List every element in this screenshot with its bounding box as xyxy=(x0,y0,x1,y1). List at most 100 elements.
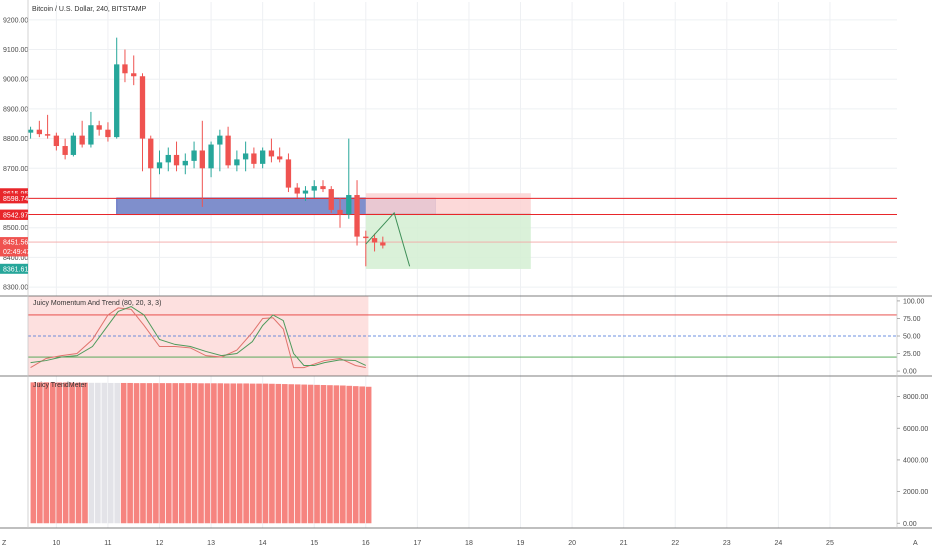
trendmeter-bar xyxy=(62,382,69,524)
trendmeter-bar xyxy=(333,385,340,524)
candle-body xyxy=(36,129,43,135)
candle-body xyxy=(294,187,300,194)
price-tag xyxy=(0,188,28,199)
price-tag-label: 8451.56 xyxy=(3,240,28,247)
trendmeter-pane[interactable] xyxy=(30,382,372,524)
x-tick-label: 18 xyxy=(465,540,473,547)
candle-body xyxy=(346,195,352,215)
trendmeter-bar xyxy=(127,382,133,524)
trendmeter-bar xyxy=(153,383,159,524)
trendmeter-bar xyxy=(340,385,346,524)
candle-body xyxy=(156,162,163,169)
candle-body xyxy=(173,154,180,166)
trendmeter-bar xyxy=(359,386,366,524)
candle-body xyxy=(44,134,51,136)
trendmeter-bar xyxy=(352,386,359,524)
trendmeter-bar xyxy=(133,383,140,524)
trendmeter-bar xyxy=(69,382,75,524)
trendmeter-bar xyxy=(165,383,172,524)
trendmeter-bar xyxy=(365,386,372,524)
candle-body xyxy=(242,153,249,160)
trendmeter-bar xyxy=(204,383,211,524)
price-tag xyxy=(0,209,28,220)
price-tag xyxy=(0,237,28,248)
momentum-tick-label: 75.00 xyxy=(903,316,921,323)
trendmeter-bar xyxy=(346,385,353,524)
trendmeter-tick-label: 0.00 xyxy=(903,521,917,528)
trendmeter-bar xyxy=(256,383,262,524)
trendmeter-bar xyxy=(269,383,275,524)
trendmeter-bar xyxy=(159,383,166,524)
price-tick-label: 8800.00 xyxy=(3,136,28,143)
trendmeter-bar xyxy=(30,382,37,524)
candle-body xyxy=(96,125,102,130)
candle-body xyxy=(354,195,360,237)
candle-body xyxy=(139,76,146,139)
price-tick-label: 8300.00 xyxy=(3,285,28,292)
trendmeter-bar xyxy=(223,383,230,524)
candle-body xyxy=(131,73,137,77)
momentum-tick-label: 100.00 xyxy=(903,298,925,305)
trendmeter-bar xyxy=(75,382,82,524)
candle-body xyxy=(371,238,378,243)
price-tick-label: 8700.00 xyxy=(3,166,28,173)
trendmeter-bar xyxy=(275,383,282,524)
candle-body xyxy=(259,150,266,164)
trendmeter-tick-label: 6000.00 xyxy=(903,426,928,433)
candle-body xyxy=(70,135,77,155)
trendmeter-bar xyxy=(230,383,237,524)
price-tag-label: 02:49:47 xyxy=(3,249,30,256)
candle-body xyxy=(328,189,334,210)
candle-body xyxy=(277,156,283,160)
x-tick-label: 25 xyxy=(826,540,834,547)
candle-body xyxy=(285,159,292,188)
trendmeter-bar xyxy=(172,383,179,524)
chart-title: Bitcoin / U.S. Dollar, 240, BITSTAMP xyxy=(32,6,147,13)
x-tick-label: 20 xyxy=(568,540,576,547)
x-tick-label: 10 xyxy=(52,540,60,547)
trendmeter-bar xyxy=(236,383,243,524)
price-tick-label: 8500.00 xyxy=(3,225,28,232)
trendmeter-bar xyxy=(107,382,114,524)
price-tick-label: 9200.00 xyxy=(3,17,28,24)
candle-body xyxy=(27,129,34,133)
trendmeter-bar xyxy=(178,383,185,524)
trendmeter-indicator-title: Juicy TrendMeter xyxy=(33,382,87,389)
momentum-pane[interactable] xyxy=(28,296,897,376)
trendmeter-bar xyxy=(49,382,56,524)
trendmeter-bar xyxy=(95,382,101,524)
trendmeter-bar xyxy=(288,384,295,524)
trendmeter-bar xyxy=(314,384,320,524)
momentum-line xyxy=(30,307,366,369)
candle-body xyxy=(234,159,240,166)
x-tick-label: 14 xyxy=(259,540,267,547)
trendmeter-bar xyxy=(281,384,288,524)
x-tick-label: 17 xyxy=(413,540,421,547)
auto-scale-icon[interactable]: A xyxy=(913,540,918,547)
candle-body xyxy=(88,125,94,145)
trendmeter-bar xyxy=(243,383,249,524)
price-pane[interactable] xyxy=(27,37,897,269)
price-tag-label: 8542.97 xyxy=(3,212,28,219)
candle-body xyxy=(320,186,326,190)
trendmeter-tick-label: 2000.00 xyxy=(903,489,928,496)
x-tick-label: 22 xyxy=(671,540,679,547)
price-tick-label: 8900.00 xyxy=(3,106,28,113)
trendmeter-bar xyxy=(37,382,43,524)
price-tick-label: 8400.00 xyxy=(3,255,28,262)
timezone-icon[interactable]: Z xyxy=(2,540,7,547)
trendmeter-bar xyxy=(88,382,95,524)
trendmeter-bar xyxy=(43,382,50,524)
trendmeter-bar xyxy=(327,385,333,524)
momentum-indicator-title: Juicy Momentum And Trend (80, 20, 3, 3) xyxy=(33,300,161,307)
trendmeter-bar xyxy=(120,382,127,524)
trendmeter-bar xyxy=(191,383,198,524)
trendmeter-bar xyxy=(101,382,108,524)
trendmeter-bar xyxy=(146,383,153,524)
stop-loss-area xyxy=(365,193,531,215)
trendmeter-bar xyxy=(114,382,121,524)
momentum-tick-label: 0.00 xyxy=(903,369,917,376)
price-tag-label: 8598.74 xyxy=(3,196,28,203)
